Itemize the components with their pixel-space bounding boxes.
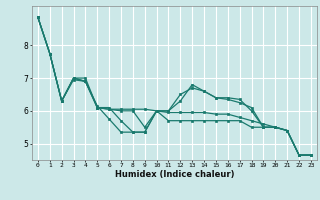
X-axis label: Humidex (Indice chaleur): Humidex (Indice chaleur): [115, 170, 234, 179]
